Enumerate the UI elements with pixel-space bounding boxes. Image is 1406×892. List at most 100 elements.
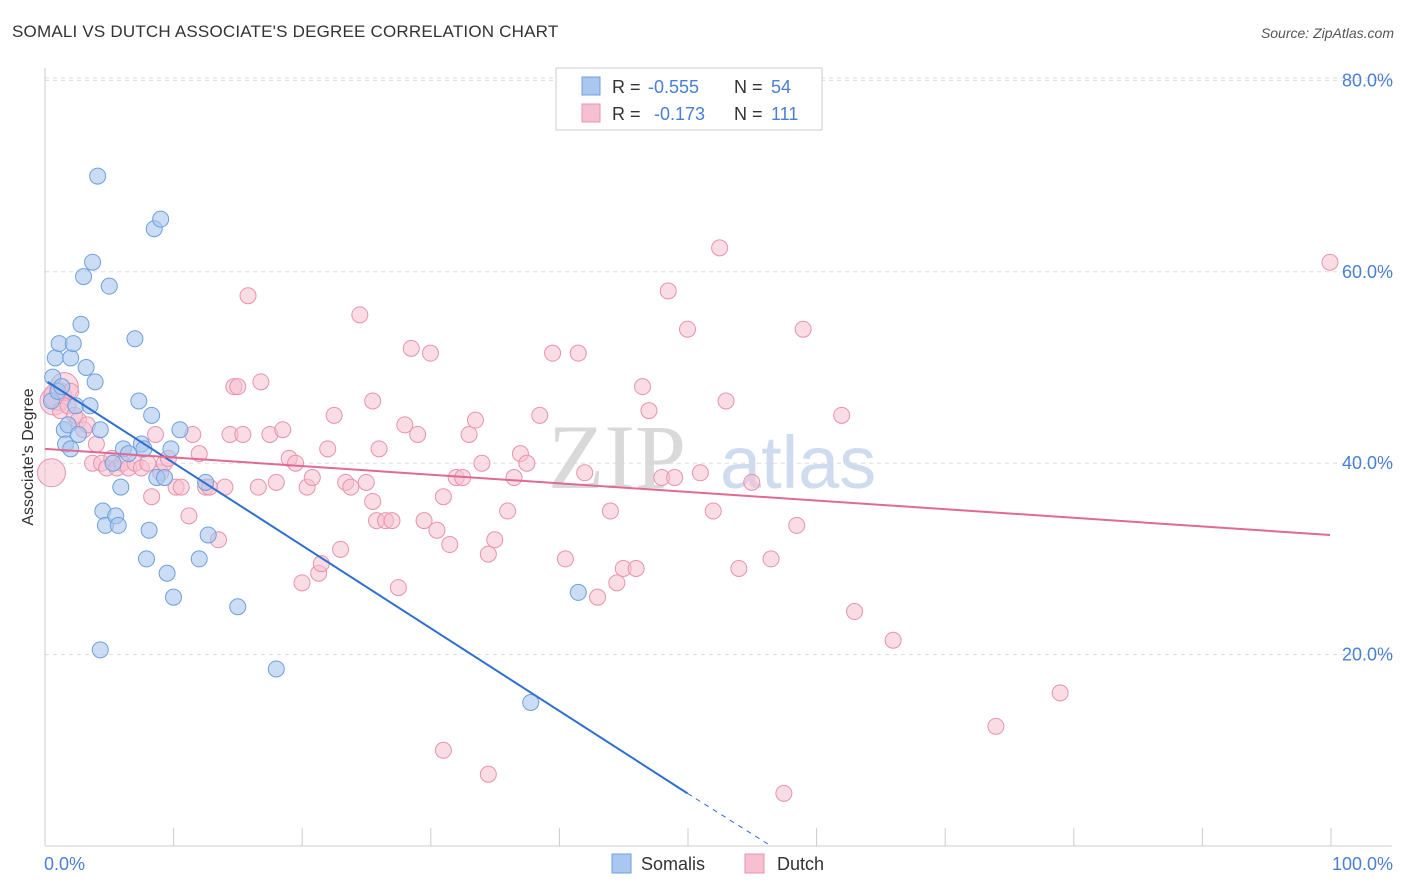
- dutch-point: [460, 425, 478, 443]
- somali-point: [138, 550, 156, 568]
- legend-somali-n-label: N =: [734, 77, 763, 97]
- dutch-point: [1051, 684, 1069, 702]
- somali-point: [89, 167, 107, 185]
- y-axis-label: Associate's Degree: [20, 388, 37, 525]
- dutch-point: [762, 550, 780, 568]
- watermark-atlas: atlas: [720, 421, 876, 504]
- dutch-point: [659, 282, 677, 300]
- somali-point: [152, 210, 170, 228]
- dutch-point: [833, 406, 851, 424]
- x-tick-label-min: 0.0%: [44, 854, 85, 874]
- bottom-legend-dutch-label: Dutch: [777, 854, 824, 874]
- y-axis-tick-labels: 20.0% 40.0% 60.0% 80.0%: [1342, 70, 1393, 664]
- bottom-legend-somali-label: Somalis: [641, 854, 705, 874]
- dutch-point: [711, 239, 729, 257]
- dutch-point: [249, 478, 267, 496]
- dutch-point: [364, 392, 382, 410]
- dutch-point: [351, 306, 369, 324]
- dutch-point: [422, 344, 439, 362]
- dutch-point: [589, 588, 607, 606]
- x-tick-label-max: 100.0%: [1332, 854, 1393, 874]
- legend-somali-n-value: 54: [771, 77, 791, 97]
- y-tick-label-40: 40.0%: [1342, 453, 1393, 473]
- somali-point: [84, 253, 102, 271]
- legend-dutch-swatch: [581, 103, 601, 123]
- somali-point: [64, 335, 82, 353]
- dutch-point: [666, 469, 684, 487]
- dutch-point: [730, 559, 748, 577]
- dutch-point: [608, 574, 626, 592]
- somali-point: [126, 330, 144, 348]
- somali-point: [569, 583, 587, 601]
- legend-dutch-r-value: -0.173: [654, 104, 705, 124]
- somali-point: [171, 421, 189, 439]
- somali-point: [109, 516, 127, 534]
- somali-point: [46, 349, 64, 367]
- y-tick-label-80: 80.0%: [1342, 70, 1393, 90]
- dutch-point: [319, 440, 337, 458]
- dutch-point: [357, 473, 375, 491]
- dutch-point: [402, 339, 420, 357]
- dutch-point: [389, 579, 407, 597]
- bottom-legend: Somalis Dutch: [611, 853, 824, 874]
- dutch-point: [531, 406, 549, 424]
- dutch-point: [640, 402, 658, 420]
- dutch-point: [775, 784, 793, 802]
- dutch-point: [234, 425, 252, 443]
- dutch-point: [486, 531, 504, 549]
- legend-dutch-r-label: R =: [612, 104, 641, 124]
- x-axis-ticks: [173, 828, 1332, 846]
- somali-point: [81, 397, 99, 415]
- dutch-point: [180, 507, 198, 525]
- dutch-point: [172, 478, 190, 496]
- dutch-point: [428, 521, 446, 539]
- dutch-point: [303, 469, 321, 487]
- somali-trend-extension: [687, 792, 772, 847]
- dutch-point: [479, 765, 497, 783]
- dutch-point: [884, 631, 902, 649]
- dutch-point: [569, 344, 587, 362]
- dutch-point: [505, 469, 523, 487]
- dutch-point: [788, 516, 806, 534]
- grid-lines: [45, 77, 1392, 656]
- dutch-point: [473, 454, 491, 472]
- somali-point: [91, 641, 109, 659]
- bottom-legend-somali-swatch: [611, 853, 632, 874]
- dutch-point: [987, 717, 1005, 735]
- somali-point: [158, 564, 176, 582]
- somali-point: [156, 469, 174, 487]
- somali-point: [69, 425, 87, 443]
- dutch-point: [679, 320, 696, 338]
- dutch-point: [627, 559, 645, 577]
- dutch-point: [846, 603, 864, 621]
- somali-point: [130, 392, 148, 410]
- somali-point: [62, 440, 80, 458]
- dutch-point: [479, 545, 497, 563]
- somali-point: [162, 440, 180, 458]
- dutch-point: [415, 512, 433, 530]
- legend-dutch-n-label: N =: [734, 104, 763, 124]
- dutch-point: [267, 473, 285, 491]
- legend-box: R = -0.555 N = 54 R = -0.173 N = 111: [555, 67, 823, 131]
- dutch-point: [466, 411, 484, 429]
- dutch-point: [499, 502, 517, 520]
- dutch-point: [252, 373, 270, 391]
- dutch-point: [704, 502, 722, 520]
- somali-point: [50, 335, 68, 353]
- dutch-point: [229, 378, 247, 396]
- dutch-point: [274, 421, 292, 439]
- dutch-point: [370, 440, 388, 458]
- dutch-point: [332, 540, 350, 558]
- dutch-point: [576, 464, 594, 482]
- dutch-point: [717, 392, 735, 410]
- dutch-point: [325, 406, 343, 424]
- somali-point: [190, 550, 208, 568]
- legend-somali-r-value: -0.555: [648, 77, 699, 97]
- dutch-point: [601, 502, 619, 520]
- dutch-point: [518, 454, 536, 472]
- dutch-point: [794, 320, 812, 338]
- legend-somali-r-label: R =: [612, 77, 641, 97]
- somali-points: [42, 167, 587, 711]
- somali-point: [267, 660, 285, 678]
- somali-point: [522, 693, 540, 711]
